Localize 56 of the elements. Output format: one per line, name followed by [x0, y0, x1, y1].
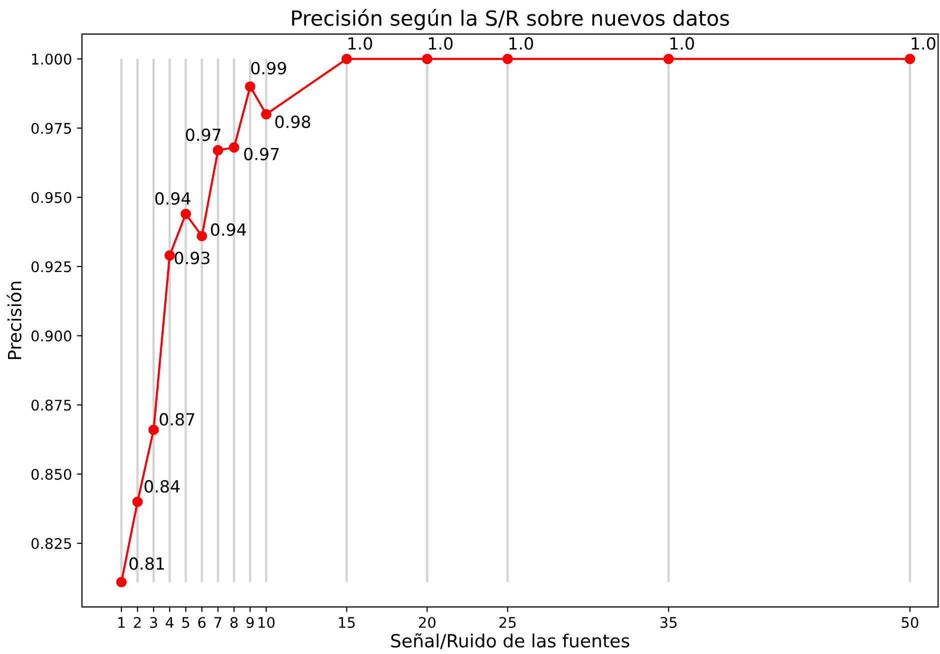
x-tick-label: 7 — [214, 617, 222, 628]
chart-title: Precisión según la S/R sobre nuevos datos — [292, 9, 729, 30]
y-tick-label: 0.850 — [31, 468, 72, 480]
x-tick-label: 5 — [182, 617, 190, 628]
y-tick-label: 0.825 — [31, 538, 71, 550]
point — [904, 54, 916, 64]
data-label: 1.0 — [348, 37, 372, 50]
data-label: 1.0 — [912, 37, 936, 50]
x-tick-label: 20 — [418, 616, 436, 628]
data-label: 1.0 — [428, 37, 453, 50]
y-tick-label: 0.950 — [31, 192, 72, 204]
y-tick-label: 0.900 — [31, 330, 72, 342]
x-tick-label: 4 — [166, 617, 174, 628]
x-tick-label: 3 — [150, 616, 158, 628]
y-tick-label: 0.975 — [31, 122, 71, 134]
point — [148, 424, 159, 436]
data-label: 0.87 — [160, 413, 194, 426]
point — [212, 145, 224, 156]
y-tick-label: 0.875 — [31, 400, 71, 411]
point — [228, 142, 240, 153]
point — [196, 230, 208, 242]
x-tick-label: 50 — [902, 616, 918, 628]
point — [132, 496, 143, 508]
x-tick-label: 9 — [246, 616, 254, 628]
data-label: 0.99 — [251, 62, 286, 74]
point — [261, 109, 272, 120]
point — [244, 81, 256, 92]
point — [164, 250, 175, 261]
point — [180, 208, 191, 220]
data-label: 0.98 — [275, 116, 310, 128]
x-tick-label: 10 — [258, 616, 275, 628]
data-label: 1.0 — [670, 37, 694, 50]
point — [422, 54, 432, 64]
x-tick-label: 15 — [339, 617, 355, 628]
y-tick-label: 0.925 — [31, 261, 71, 272]
data-label: 0.84 — [144, 480, 180, 493]
x-tick-label: 6 — [198, 616, 206, 628]
data-label: 1.0 — [509, 37, 534, 50]
data-label: 0.94 — [155, 192, 190, 205]
x-tick-label: 1 — [118, 617, 125, 628]
data-label: 0.97 — [244, 148, 279, 160]
y-axis-title: Precisión — [6, 282, 22, 359]
x-axis-title: Señal/Ruido de las fuentes — [391, 633, 630, 649]
x-tick-label: 8 — [230, 616, 238, 628]
point — [502, 54, 513, 64]
data-label: 0.94 — [210, 223, 246, 236]
point — [341, 54, 352, 64]
x-tick-label: 25 — [499, 616, 516, 628]
point — [663, 54, 674, 64]
y-tick-label: 1.000 — [32, 54, 72, 65]
point — [116, 576, 127, 588]
data-label: 0.81 — [129, 557, 164, 570]
data-label: 0.93 — [174, 252, 210, 264]
data-label: 0.97 — [186, 128, 221, 142]
x-tick-label: 35 — [660, 616, 677, 628]
x-tick-label: 2 — [134, 616, 141, 628]
